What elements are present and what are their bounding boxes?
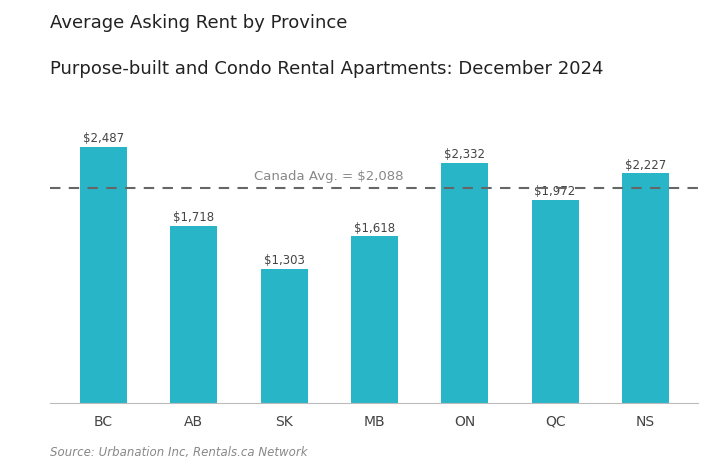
Bar xyxy=(261,269,307,403)
Text: $2,332: $2,332 xyxy=(444,148,485,161)
Text: $2,227: $2,227 xyxy=(625,158,666,171)
Text: Canada Avg. = $2,088: Canada Avg. = $2,088 xyxy=(254,170,404,183)
Text: Average Asking Rent by Province: Average Asking Rent by Province xyxy=(50,14,348,32)
Bar xyxy=(441,163,488,403)
Bar xyxy=(80,147,127,403)
Bar xyxy=(170,226,217,403)
Text: $1,718: $1,718 xyxy=(173,211,215,224)
Bar xyxy=(531,200,579,403)
Text: $1,303: $1,303 xyxy=(264,253,305,266)
Bar xyxy=(622,174,669,403)
Bar xyxy=(351,237,398,403)
Text: $2,487: $2,487 xyxy=(83,132,124,145)
Text: $1,972: $1,972 xyxy=(534,185,576,198)
Text: $1,618: $1,618 xyxy=(354,221,395,234)
Text: Purpose-built and Condo Rental Apartments: December 2024: Purpose-built and Condo Rental Apartment… xyxy=(50,60,604,78)
Text: Source: Urbanation Inc, Rentals.ca Network: Source: Urbanation Inc, Rentals.ca Netwo… xyxy=(50,445,308,458)
